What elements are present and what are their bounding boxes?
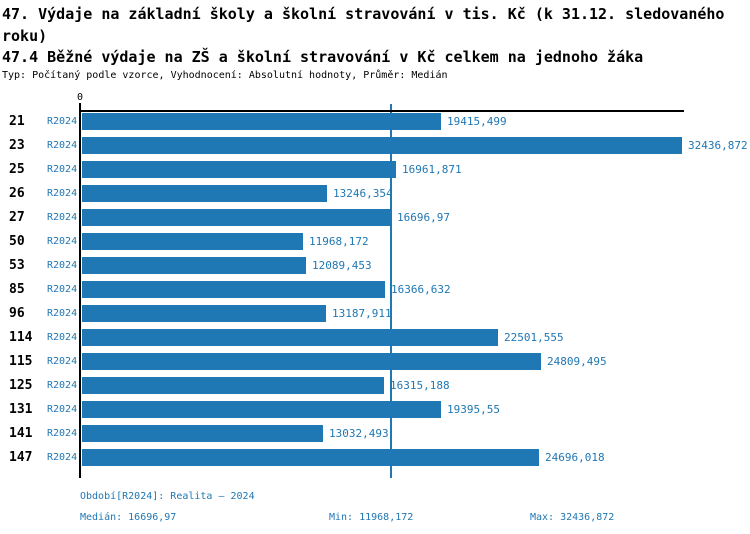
report-title: 47. Výdaje na základní školy a školní st… <box>2 5 725 45</box>
bar-value-label: 32436,872 <box>688 139 748 152</box>
chart-row: 141 R2024 13032,493 <box>0 425 750 442</box>
bar <box>82 425 323 442</box>
chart-row: 115 R2024 24809,495 <box>0 353 750 370</box>
bar-value-label: 13187,911 <box>332 307 392 320</box>
bar <box>82 401 441 418</box>
bar-value-label: 16315,188 <box>390 379 450 392</box>
bar <box>82 233 303 250</box>
chart-row: 96 R2024 13187,911 <box>0 305 750 322</box>
bar-value-label: 19415,499 <box>447 115 507 128</box>
bar <box>82 281 385 298</box>
chart-row: 125 R2024 16315,188 <box>0 377 750 394</box>
bar-value-label: 22501,555 <box>504 331 564 344</box>
bar <box>82 449 539 466</box>
footer-period-label: Období[R2024]: Realita – 2024 <box>80 491 255 502</box>
y-axis-line <box>79 110 81 478</box>
row-series-label: R2024 <box>47 332 78 343</box>
row-id-label: 96 <box>9 306 25 321</box>
row-id-label: 141 <box>9 426 33 441</box>
bar <box>82 137 682 154</box>
bar-value-label: 19395,55 <box>447 403 500 416</box>
row-id-label: 115 <box>9 354 33 369</box>
median-reference-line <box>390 104 392 478</box>
row-id-label: 85 <box>9 282 25 297</box>
bar <box>82 353 541 370</box>
chart-row: 50 R2024 11968,172 <box>0 233 750 250</box>
bar <box>82 161 396 178</box>
row-id-label: 50 <box>9 234 25 249</box>
chart-row: 114 R2024 22501,555 <box>0 329 750 346</box>
footer-min-label: Min: 11968,172 <box>329 512 414 523</box>
row-id-label: 21 <box>9 114 25 129</box>
row-series-label: R2024 <box>47 212 78 223</box>
bar <box>82 377 384 394</box>
bar-value-label: 12089,453 <box>312 259 372 272</box>
row-id-label: 26 <box>9 186 25 201</box>
bar-value-label: 16366,632 <box>391 283 451 296</box>
bar-value-label: 24809,495 <box>547 355 607 368</box>
chart-row: 21 R2024 19415,499 <box>0 113 750 130</box>
row-series-label: R2024 <box>47 308 78 319</box>
bar-value-label: 16961,871 <box>402 163 462 176</box>
chart-row: 25 R2024 16961,871 <box>0 161 750 178</box>
chart-row: 131 R2024 19395,55 <box>0 401 750 418</box>
row-series-label: R2024 <box>47 164 78 175</box>
row-series-label: R2024 <box>47 188 78 199</box>
bar <box>82 305 326 322</box>
chart-row: 27 R2024 16696,97 <box>0 209 750 226</box>
bar-value-label: 24696,018 <box>545 451 605 464</box>
row-series-label: R2024 <box>47 284 78 295</box>
row-id-label: 23 <box>9 138 25 153</box>
row-id-label: 53 <box>9 258 25 273</box>
row-series-label: R2024 <box>47 356 78 367</box>
chart-row: 147 R2024 24696,018 <box>0 449 750 466</box>
row-series-label: R2024 <box>47 404 78 415</box>
bar <box>82 329 498 346</box>
footer-median-label: Medián: 16696,97 <box>80 512 177 523</box>
chart-row: 26 R2024 13246,354 <box>0 185 750 202</box>
row-id-label: 147 <box>9 450 33 465</box>
bar <box>82 209 391 226</box>
footer-max-label: Max: 32436,872 <box>530 512 615 523</box>
row-series-label: R2024 <box>47 260 78 271</box>
row-id-label: 114 <box>9 330 33 345</box>
row-series-label: R2024 <box>47 380 78 391</box>
bar-value-label: 13246,354 <box>333 187 393 200</box>
row-series-label: R2024 <box>47 236 78 247</box>
row-series-label: R2024 <box>47 428 78 439</box>
chart-row: 53 R2024 12089,453 <box>0 257 750 274</box>
row-id-label: 27 <box>9 210 25 225</box>
row-series-label: R2024 <box>47 140 78 151</box>
bar <box>82 185 327 202</box>
x-axis-zero-label: 0 <box>76 92 84 103</box>
row-id-label: 131 <box>9 402 33 417</box>
bar <box>82 257 306 274</box>
row-series-label: R2024 <box>47 116 78 127</box>
bar <box>82 113 441 130</box>
bar-value-label: 11968,172 <box>309 235 369 248</box>
row-id-label: 25 <box>9 162 25 177</box>
report-meta: Typ: Počítaný podle vzorce, Vyhodnocení:… <box>2 70 448 81</box>
row-series-label: R2024 <box>47 452 78 463</box>
bar-value-label: 13032,493 <box>329 427 389 440</box>
bar-value-label: 16696,97 <box>397 211 450 224</box>
chart-row: 85 R2024 16366,632 <box>0 281 750 298</box>
chart-row: 23 R2024 32436,872 <box>0 137 750 154</box>
report-subtitle: 47.4 Běžné výdaje na ZŠ a školní stravov… <box>2 48 644 66</box>
x-axis-line <box>80 110 684 112</box>
row-id-label: 125 <box>9 378 33 393</box>
x-axis-zero-tick <box>79 103 81 110</box>
